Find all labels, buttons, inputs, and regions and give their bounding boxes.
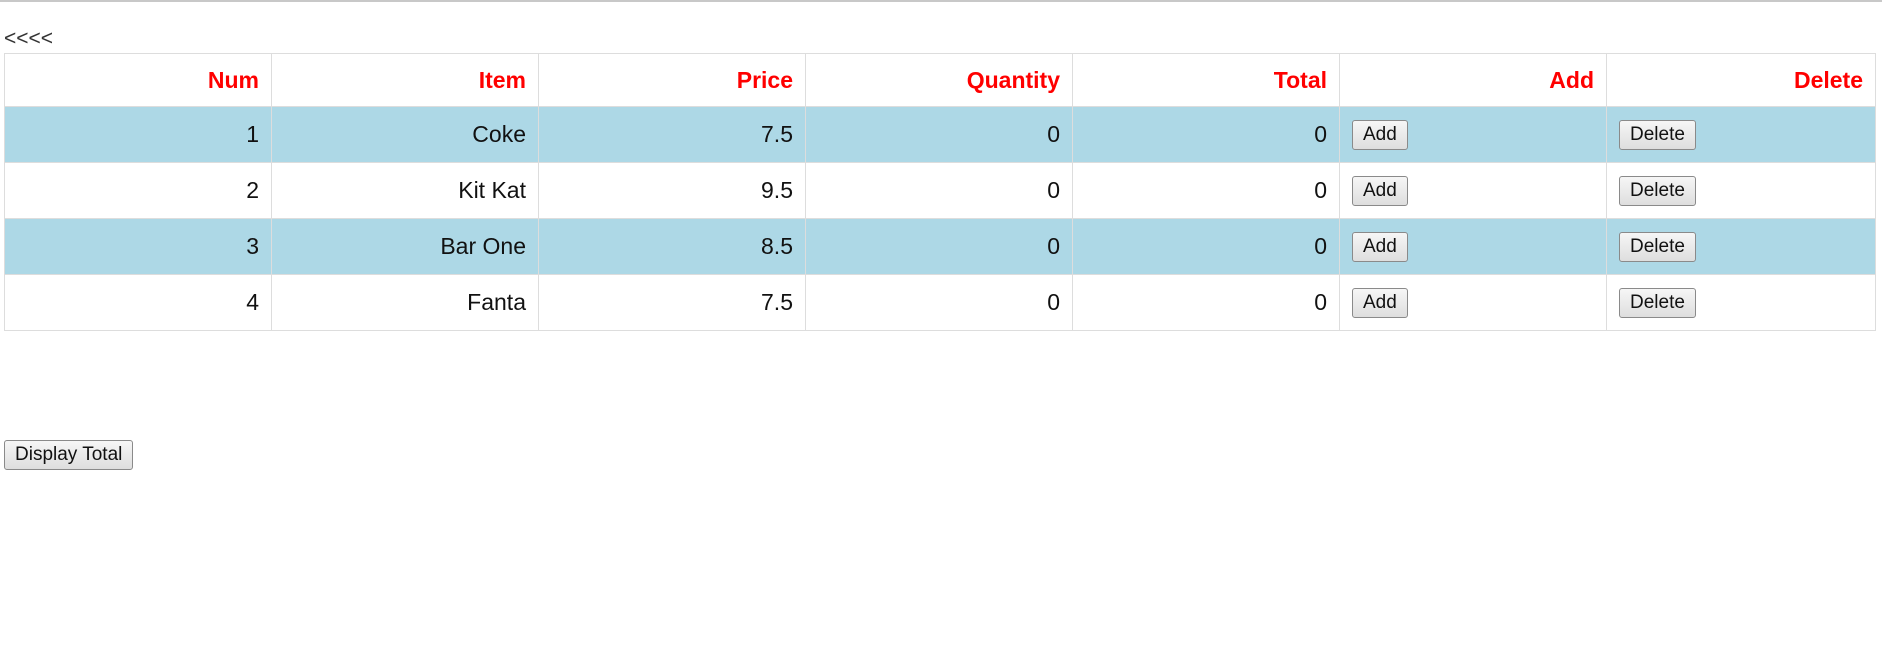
cell-add: Add xyxy=(1339,162,1607,219)
cell-item: Kit Kat xyxy=(271,162,539,219)
cell-delete: Delete xyxy=(1606,162,1876,219)
cell-price: 8.5 xyxy=(538,218,806,275)
cell-num: 4 xyxy=(4,274,272,331)
delete-button[interactable]: Delete xyxy=(1619,120,1696,150)
header-delete: Delete xyxy=(1606,53,1876,107)
header-add: Add xyxy=(1339,53,1607,107)
header-price: Price xyxy=(538,53,806,107)
header-total: Total xyxy=(1072,53,1340,107)
cell-num: 1 xyxy=(4,106,272,163)
cell-price: 7.5 xyxy=(538,106,806,163)
add-button[interactable]: Add xyxy=(1352,120,1408,150)
add-button[interactable]: Add xyxy=(1352,176,1408,206)
delete-button[interactable]: Delete xyxy=(1619,288,1696,318)
cell-quantity: 0 xyxy=(805,218,1073,275)
table-row: 2 Kit Kat 9.5 0 0 Add Delete xyxy=(4,162,1876,219)
delete-button[interactable]: Delete xyxy=(1619,232,1696,262)
display-total-button[interactable]: Display Total xyxy=(4,440,134,470)
cell-quantity: 0 xyxy=(805,106,1073,163)
header-row: Num Item Price Quantity Total Add Delete xyxy=(4,53,1876,107)
cell-price: 7.5 xyxy=(538,274,806,331)
cell-quantity: 0 xyxy=(805,162,1073,219)
header-num: Num xyxy=(4,53,272,107)
table-row: 4 Fanta 7.5 0 0 Add Delete xyxy=(4,274,1876,331)
cell-num: 2 xyxy=(4,162,272,219)
items-table: Num Item Price Quantity Total Add Delete… xyxy=(4,53,1876,331)
cell-add: Add xyxy=(1339,106,1607,163)
cell-item: Coke xyxy=(271,106,539,163)
cell-quantity: 0 xyxy=(805,274,1073,331)
header-item: Item xyxy=(271,53,539,107)
add-button[interactable]: Add xyxy=(1352,288,1408,318)
add-button[interactable]: Add xyxy=(1352,232,1408,262)
cell-total: 0 xyxy=(1072,274,1340,331)
delete-button[interactable]: Delete xyxy=(1619,176,1696,206)
cell-price: 9.5 xyxy=(538,162,806,219)
cell-delete: Delete xyxy=(1606,274,1876,331)
table-row: 3 Bar One 8.5 0 0 Add Delete xyxy=(4,218,1876,275)
cell-total: 0 xyxy=(1072,162,1340,219)
cell-delete: Delete xyxy=(1606,106,1876,163)
table-row: 1 Coke 7.5 0 0 Add Delete xyxy=(4,106,1876,163)
cell-add: Add xyxy=(1339,274,1607,331)
cell-delete: Delete xyxy=(1606,218,1876,275)
top-divider xyxy=(0,0,1882,2)
cell-add: Add xyxy=(1339,218,1607,275)
cell-total: 0 xyxy=(1072,218,1340,275)
cell-num: 3 xyxy=(4,218,272,275)
header-quantity: Quantity xyxy=(805,53,1073,107)
cell-item: Bar One xyxy=(271,218,539,275)
back-link[interactable]: <<<< xyxy=(4,27,54,50)
cell-total: 0 xyxy=(1072,106,1340,163)
cell-item: Fanta xyxy=(271,274,539,331)
